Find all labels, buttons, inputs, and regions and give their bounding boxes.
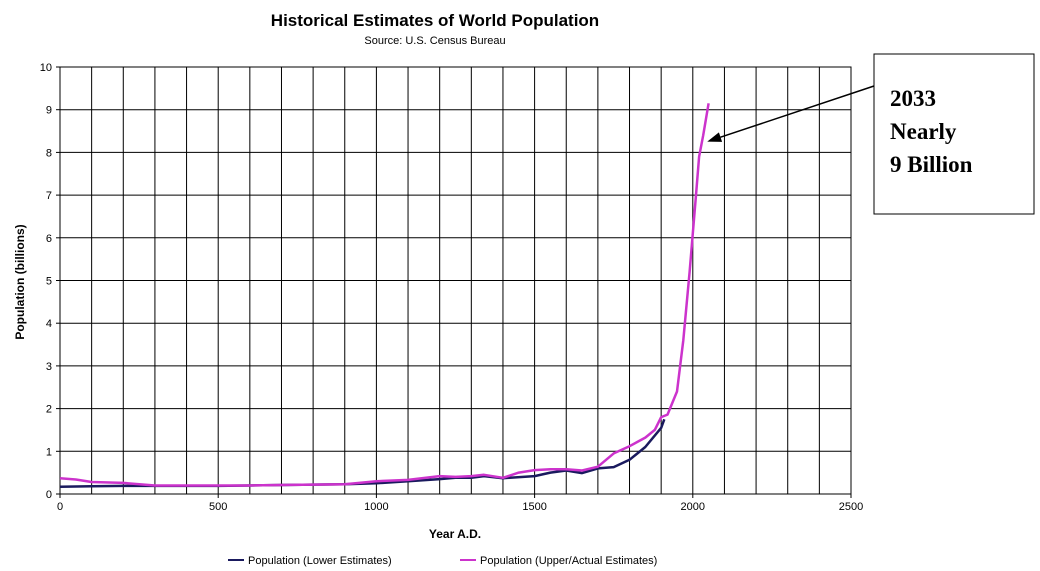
- y-tick-label: 9: [46, 105, 52, 117]
- x-axis-label: Year A.D.: [429, 527, 481, 541]
- legend-label-upper: Population (Upper/Actual Estimates): [480, 555, 657, 567]
- y-tick-label: 6: [46, 233, 52, 245]
- y-tick-label: 5: [46, 276, 52, 288]
- chart-title: Historical Estimates of World Population: [271, 11, 599, 30]
- annotation-line-3: 9 Billion: [890, 152, 973, 177]
- legend: Population (Lower Estimates) Population …: [228, 555, 657, 567]
- annotation-line-1: 2033: [890, 86, 936, 111]
- annotation-box: [873, 53, 1035, 215]
- x-tick-label: 2500: [839, 501, 863, 513]
- annotation-arrowhead: [707, 132, 723, 142]
- y-axis-ticks: 0 1 2 3 4 5 6 7 8 9 10: [40, 62, 60, 501]
- y-tick-label: 3: [46, 361, 52, 373]
- x-tick-label: 1000: [364, 501, 388, 513]
- annotation-arrow: [720, 85, 875, 138]
- series-layer: [59, 103, 710, 488]
- grid-lines: [60, 67, 851, 494]
- y-tick-label: 8: [46, 147, 52, 159]
- y-axis-label: Population (billions): [13, 224, 27, 339]
- series-line-lower-estimates: [59, 418, 666, 488]
- x-tick-label: 500: [209, 501, 227, 513]
- y-tick-label: 1: [46, 446, 52, 458]
- series-line-upper-estimates: [59, 103, 710, 487]
- x-tick-label: 2000: [681, 501, 705, 513]
- annotation-callout: 2033 Nearly 9 Billion: [707, 53, 1035, 215]
- x-axis-ticks: 0 500 1000 1500 2000 2500: [57, 494, 863, 513]
- y-tick-label: 7: [46, 190, 52, 202]
- y-tick-label: 4: [46, 318, 52, 330]
- annotation-line-2: Nearly: [890, 119, 957, 144]
- y-tick-label: 0: [46, 489, 52, 501]
- x-tick-label: 1500: [522, 501, 546, 513]
- chart-subtitle: Source: U.S. Census Bureau: [364, 35, 505, 47]
- x-tick-label: 0: [57, 501, 63, 513]
- legend-label-lower: Population (Lower Estimates): [248, 555, 392, 567]
- y-tick-label: 10: [40, 62, 52, 74]
- y-tick-label: 2: [46, 404, 52, 416]
